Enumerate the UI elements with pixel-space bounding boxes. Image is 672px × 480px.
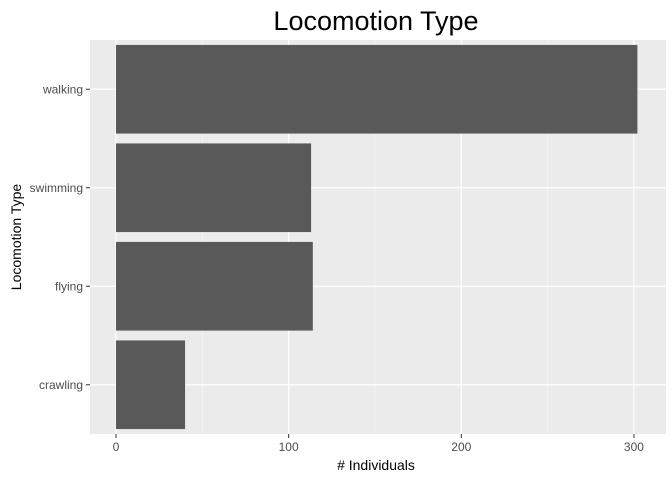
- y-axis-title: Locomotion Type: [8, 184, 24, 291]
- chart-title: Locomotion Type: [273, 6, 478, 36]
- x-tick-label: 100: [279, 440, 299, 454]
- x-tick-label: 300: [624, 440, 644, 454]
- bar-swimming: [116, 143, 312, 233]
- x-tick-label: 200: [451, 440, 471, 454]
- bar-crawling: [116, 340, 186, 430]
- y-axis-ticks: walking swimming flying crawling: [30, 82, 90, 392]
- y-tick-label: swimming: [30, 181, 83, 195]
- y-tick-label: walking: [42, 82, 83, 96]
- y-tick-label: flying: [55, 279, 83, 293]
- x-tick-label: 0: [113, 440, 120, 454]
- bar-flying: [116, 241, 313, 331]
- y-tick-label: crawling: [39, 378, 83, 392]
- x-axis-title: # Individuals: [337, 457, 415, 473]
- x-axis-ticks: 0 100 200 300: [113, 434, 644, 454]
- bar-walking: [116, 44, 638, 134]
- bars: [116, 44, 638, 430]
